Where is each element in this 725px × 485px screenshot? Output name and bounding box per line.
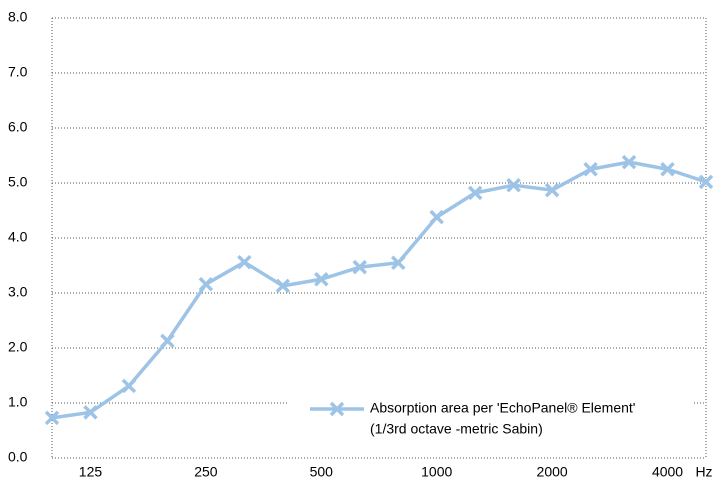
marker (544, 182, 560, 198)
marker-cross (621, 154, 637, 170)
marker-cross (237, 254, 252, 270)
marker (121, 378, 137, 394)
marker-cross (83, 405, 98, 420)
y-tick-label: 1.0 (8, 394, 28, 410)
x-tick-label: 1000 (421, 464, 452, 480)
marker-cross (44, 410, 60, 426)
y-tick-label: 7.0 (8, 64, 28, 80)
marker (352, 259, 368, 275)
marker (390, 255, 406, 270)
marker (429, 209, 444, 225)
y-tick-label: 2.0 (8, 339, 28, 355)
y-tick-label: 0.0 (8, 449, 28, 465)
marker (275, 278, 291, 294)
y-tick-label: 8.0 (8, 9, 28, 25)
marker-cross (698, 174, 714, 190)
marker-cross (314, 272, 329, 287)
legend-label: Absorption area per 'EchoPanel® Element' (370, 400, 635, 416)
marker (237, 254, 252, 270)
marker (314, 272, 329, 287)
x-tick-label: 250 (194, 464, 218, 480)
marker-cross (390, 255, 406, 270)
marker (160, 333, 175, 349)
x-tick-label: 2000 (537, 464, 568, 480)
marker (329, 401, 345, 417)
marker (83, 405, 98, 420)
marker (198, 276, 214, 292)
marker (698, 174, 714, 190)
marker (583, 162, 598, 177)
marker (506, 177, 521, 193)
x-axis-label: Hz (695, 464, 712, 480)
marker-cross (329, 401, 345, 417)
y-tick-label: 5.0 (8, 174, 28, 190)
marker (44, 410, 60, 426)
marker-cross (352, 259, 368, 275)
marker-cross (275, 278, 291, 294)
marker-cross (160, 333, 175, 349)
marker-cross (198, 276, 214, 292)
y-tick-label: 3.0 (8, 284, 28, 300)
marker-cross (121, 378, 137, 394)
series-line (51, 160, 707, 420)
marker (621, 154, 637, 170)
marker-cross (544, 182, 560, 198)
legend-note: (1/3rd octave -metric Sabin) (370, 421, 543, 437)
marker (467, 185, 483, 201)
x-tick-label: 4000 (652, 464, 683, 480)
marker-cross (660, 162, 675, 177)
marker-cross (506, 177, 521, 193)
y-tick-label: 4.0 (8, 229, 28, 245)
legend-box (288, 394, 692, 454)
y-tick-label: 6.0 (8, 119, 28, 135)
x-tick-label: 125 (79, 464, 103, 480)
marker-cross (429, 209, 444, 225)
marker-cross (583, 162, 598, 177)
marker (660, 162, 675, 177)
marker-cross (467, 185, 483, 201)
x-tick-label: 500 (310, 464, 334, 480)
